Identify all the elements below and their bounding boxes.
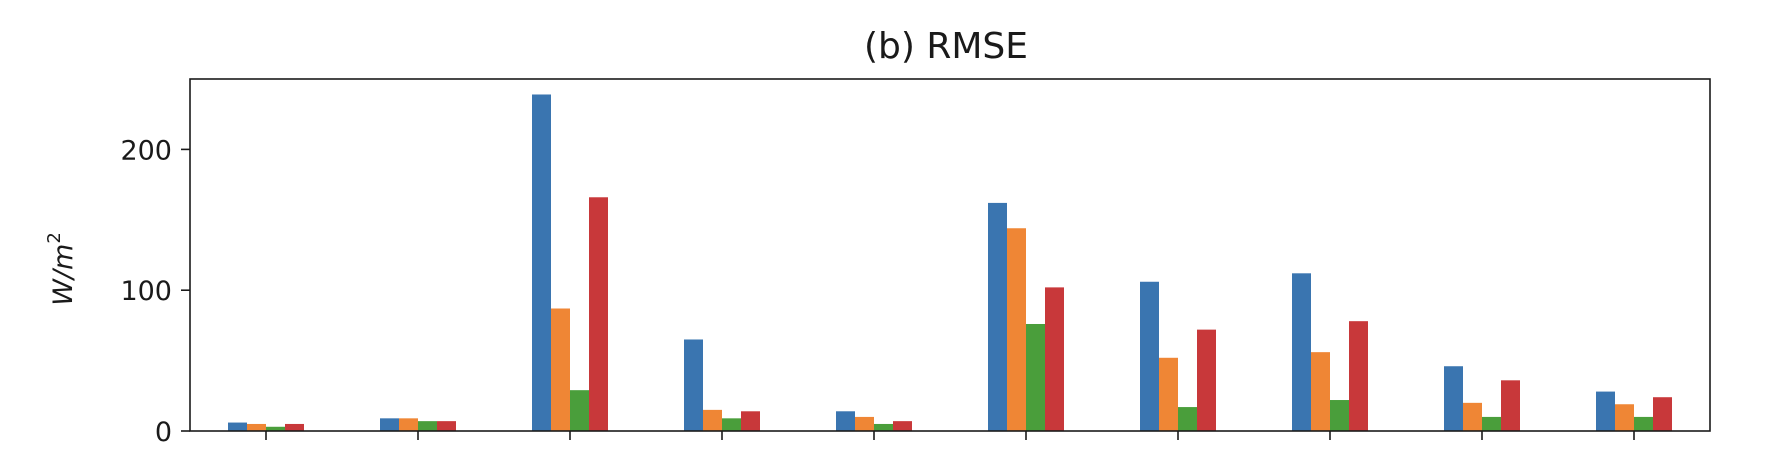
bar-group-8-series-2 <box>1311 352 1330 431</box>
bar-group-4-series-2 <box>703 409 722 431</box>
y-tick-label-100: 100 <box>120 276 172 307</box>
x-ticks-group <box>265 431 1635 440</box>
bar-group-8-series-1 <box>1292 273 1311 431</box>
y-axis-label-group: W/m2 <box>44 232 79 306</box>
bar-group-5-series-3 <box>874 423 893 431</box>
bar-group-6-series-1 <box>988 202 1007 431</box>
bar-group-10-series-2 <box>1615 404 1634 431</box>
bar-group-1-series-2 <box>247 423 266 431</box>
y-tick-label-200: 200 <box>120 135 172 166</box>
bar-group-5-series-4 <box>893 421 912 431</box>
plot-frame <box>189 78 1711 432</box>
chart-title: (b) RMSE <box>864 26 1028 67</box>
bar-group-4-series-1 <box>684 339 703 431</box>
bar-group-3-series-3 <box>570 390 589 431</box>
bar-group-7-series-2 <box>1159 357 1178 431</box>
bar-group-10-series-1 <box>1596 391 1615 431</box>
bar-group-6-series-2 <box>1007 228 1026 431</box>
bar-group-2-series-3 <box>418 421 437 431</box>
bar-group-9-series-4 <box>1501 380 1520 431</box>
bar-group-7-series-1 <box>1140 281 1159 431</box>
bar-group-10-series-3 <box>1634 416 1653 431</box>
bar-group-10-series-4 <box>1653 397 1672 431</box>
y-tick-label-0: 0 <box>155 417 172 448</box>
bar-group-6-series-4 <box>1045 287 1064 431</box>
bar-group-7-series-4 <box>1197 329 1216 431</box>
y-axis-label: W/m2 <box>44 232 79 306</box>
bar-group-2-series-1 <box>380 418 399 431</box>
bar-group-1-series-4 <box>285 423 304 431</box>
bar-group-4-series-3 <box>722 418 741 431</box>
bar-group-3-series-2 <box>551 308 570 431</box>
bar-group-2-series-2 <box>399 418 418 431</box>
bar-group-1-series-1 <box>228 422 247 431</box>
y-ticks-group: 0 100 200 <box>120 135 190 448</box>
bar-group-1-series-3 <box>266 426 285 431</box>
bar-group-8-series-3 <box>1330 400 1349 431</box>
bar-group-3-series-1 <box>532 94 551 431</box>
bar-group-9-series-2 <box>1463 402 1482 431</box>
bar-group-2-series-4 <box>437 421 456 431</box>
bar-group-8-series-4 <box>1349 321 1368 431</box>
bar-group-7-series-3 <box>1178 407 1197 431</box>
bar-group-5-series-2 <box>855 416 874 431</box>
bar-group-3-series-4 <box>589 197 608 431</box>
bar-group-6-series-3 <box>1026 323 1045 431</box>
bar-group-9-series-1 <box>1444 366 1463 431</box>
bar-group-5-series-1 <box>836 411 855 431</box>
bar-group-4-series-4 <box>741 411 760 431</box>
bar-group-9-series-3 <box>1482 416 1501 431</box>
bars-group <box>228 94 1672 431</box>
